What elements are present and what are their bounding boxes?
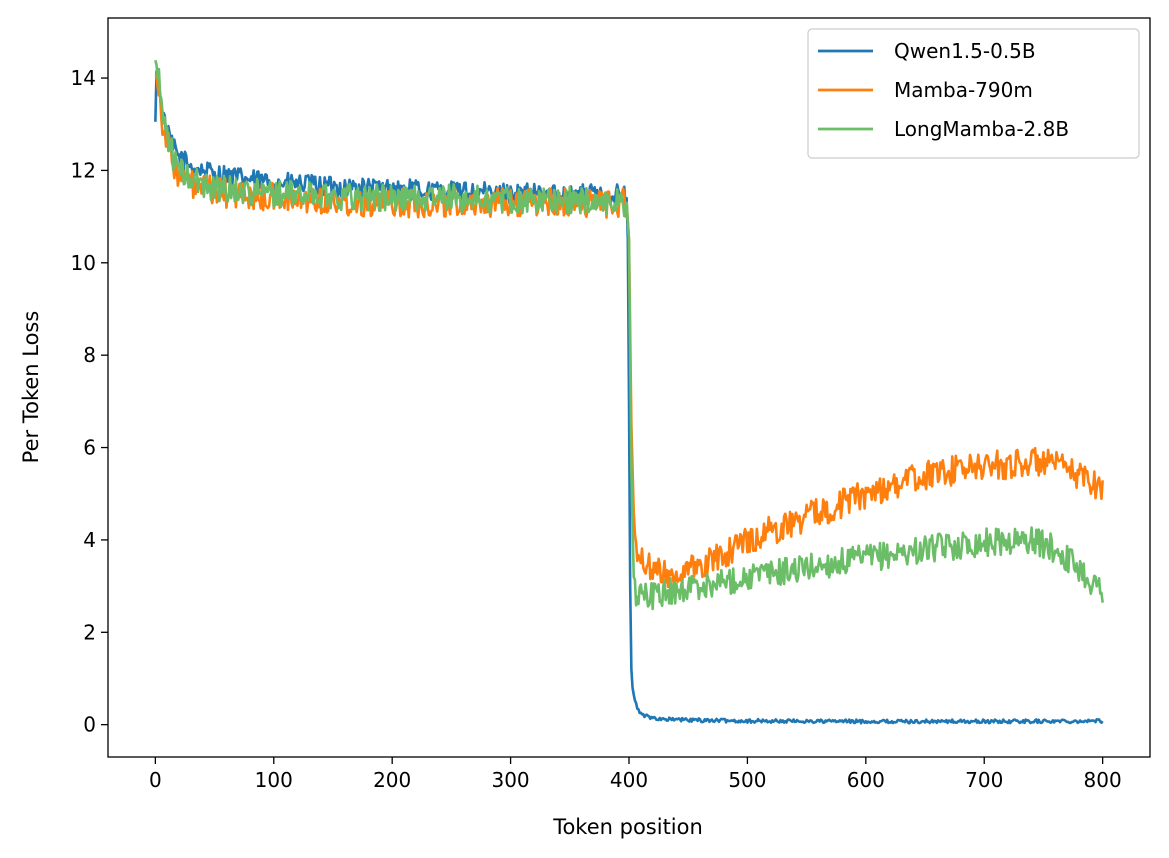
y-tick-label: 8: [83, 343, 96, 367]
legend-label: Qwen1.5-0.5B: [894, 39, 1036, 63]
series-layer: [154, 59, 1104, 725]
axes-layer: 0 100 200 300 400 500 600 700 800 0 2 4 6 8 10 12 14: [71, 17, 1151, 792]
y-tick-label: 0: [83, 713, 96, 737]
legend-box: [807, 28, 1140, 159]
x-tick-label: 700: [965, 768, 1003, 792]
y-tick-label: 14: [71, 66, 96, 90]
x-tick-label: 400: [610, 768, 648, 792]
y-tick-label: 10: [71, 251, 96, 275]
legend-label: LongMamba-2.8B: [894, 117, 1069, 141]
series-line-longmamba-2-8b: [154, 59, 1104, 611]
y-axis-label: Per Token Loss: [19, 311, 43, 464]
y-tick-label: 12: [71, 158, 96, 182]
x-tick-label: 500: [728, 768, 766, 792]
y-tick-label: 6: [83, 436, 96, 460]
series-line-qwen1-5-0-5b: [154, 69, 1104, 725]
x-tick-label: 0: [149, 768, 162, 792]
x-tick-label: 800: [1084, 768, 1122, 792]
x-tick-label: 100: [255, 768, 293, 792]
y-tick-label: 4: [83, 528, 96, 552]
y-tick-label: 2: [83, 620, 96, 644]
x-axis-label: Token position: [552, 815, 703, 839]
x-tick-label: 600: [847, 768, 885, 792]
x-tick-label: 200: [373, 768, 411, 792]
x-tick-label: 300: [491, 768, 529, 792]
legend-label: Mamba-790m: [894, 78, 1033, 102]
legend: Qwen1.5-0.5B Mamba-790m LongMamba-2.8B: [807, 28, 1140, 159]
